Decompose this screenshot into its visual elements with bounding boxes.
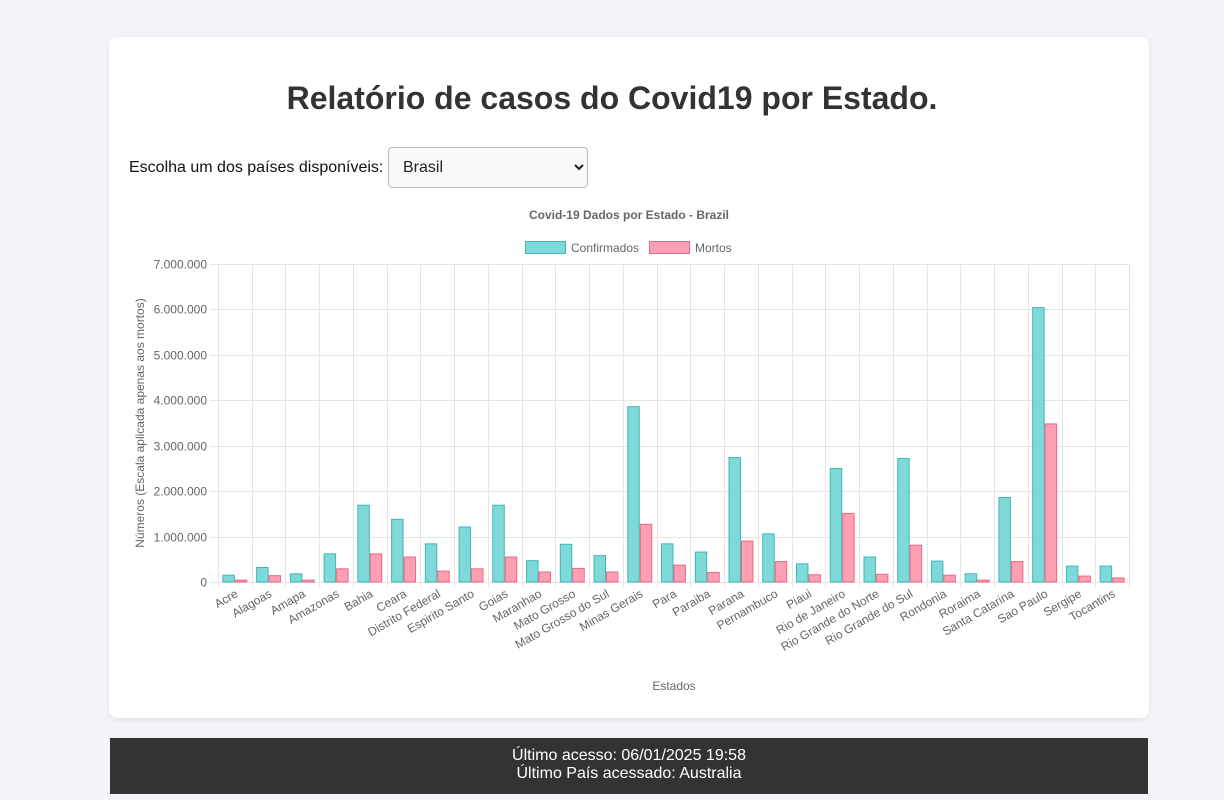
y-tick-label: 5.000.000 xyxy=(154,349,208,363)
y-tick-label: 3.000.000 xyxy=(154,440,208,454)
bar-confirmados xyxy=(661,543,674,583)
chart-title: Covid-19 Dados por Estado - Brazil xyxy=(529,208,729,222)
legend-label-confirmados: Confirmados xyxy=(571,241,639,255)
bar-confirmados xyxy=(458,526,472,583)
bar-confirmados xyxy=(323,553,337,583)
bar-mortos xyxy=(1112,577,1125,583)
bar-confirmados xyxy=(795,563,809,583)
bar-confirmados xyxy=(762,533,775,583)
bar-mortos xyxy=(842,512,855,583)
bar-confirmados xyxy=(391,518,404,583)
y-tick-label: 7.000.000 xyxy=(154,258,208,272)
bar-mortos xyxy=(369,553,383,583)
bar-mortos xyxy=(234,579,248,583)
x-axis-title: Estados xyxy=(652,679,695,693)
bar-mortos xyxy=(504,556,518,583)
bar-confirmados xyxy=(256,566,269,583)
report-card xyxy=(109,37,1149,718)
y-axis-title: Números (Escala aplicada apenas aos mort… xyxy=(133,298,147,547)
last-country-text: Último País acessado: Australia xyxy=(516,765,742,782)
bar-confirmados xyxy=(424,543,438,583)
bar-mortos xyxy=(1044,423,1058,583)
bar-confirmados xyxy=(897,457,910,583)
country-select-label: Escolha um dos países disponíveis: xyxy=(129,159,384,176)
bar-mortos xyxy=(639,523,653,583)
bar-mortos xyxy=(943,574,956,583)
bar-mortos xyxy=(774,561,788,583)
bar-mortos xyxy=(808,574,821,583)
bar-confirmados xyxy=(289,573,303,583)
legend-swatch-mortos xyxy=(649,241,690,254)
bar-confirmados xyxy=(627,406,640,583)
bar-confirmados xyxy=(492,504,505,583)
y-tick-label: 1.000.000 xyxy=(154,531,208,545)
bar-mortos xyxy=(336,568,349,583)
bar-confirmados xyxy=(526,560,539,583)
bar-confirmados xyxy=(222,574,235,583)
bar-mortos xyxy=(909,544,923,583)
x-tick-label: Bahia xyxy=(342,586,376,614)
x-tick-label: Paraiba xyxy=(670,586,713,619)
y-tick-label: 4.000.000 xyxy=(154,394,208,408)
footer: Último acesso: 06/01/2025 19:58 Último P… xyxy=(110,738,1148,794)
bar-confirmados xyxy=(829,467,843,583)
bar-mortos xyxy=(875,573,889,583)
bar-confirmados xyxy=(559,543,573,583)
bar-mortos xyxy=(707,571,720,583)
legend-swatch-confirmados xyxy=(525,241,566,254)
bar-mortos xyxy=(268,575,282,583)
bar-mortos xyxy=(1010,561,1024,583)
y-tick-label: 6.000.000 xyxy=(154,303,208,317)
bar-mortos xyxy=(606,571,619,583)
y-tick-label: 2.000.000 xyxy=(154,485,208,499)
y-tick-label: 0 xyxy=(200,576,207,590)
bar-confirmados xyxy=(1065,565,1079,583)
bar-mortos xyxy=(572,567,585,583)
bar-confirmados xyxy=(1099,565,1113,583)
bar-confirmados xyxy=(593,555,607,583)
bar-mortos xyxy=(471,568,484,583)
bar-mortos xyxy=(740,540,754,583)
bar-confirmados xyxy=(998,497,1011,583)
country-select[interactable]: Brasil xyxy=(388,147,588,188)
bar-mortos xyxy=(437,570,450,583)
bar-confirmados xyxy=(930,560,944,583)
last-access-text: Último acesso: 06/01/2025 19:58 xyxy=(512,747,746,764)
bar-confirmados xyxy=(1032,307,1045,583)
bar-mortos xyxy=(302,579,315,583)
bar-confirmados xyxy=(964,573,978,583)
bar-confirmados xyxy=(863,556,876,583)
bar-confirmados xyxy=(728,457,741,583)
page-title: Relatório de casos do Covid19 por Estado… xyxy=(286,80,938,116)
bar-mortos xyxy=(977,579,990,583)
legend-label-mortos: Mortos xyxy=(695,241,732,255)
bar-mortos xyxy=(538,571,552,583)
bar-mortos xyxy=(673,564,686,583)
bar-confirmados xyxy=(357,504,370,583)
bar-mortos xyxy=(1078,575,1091,583)
bar-mortos xyxy=(403,556,417,583)
bar-confirmados xyxy=(694,551,708,583)
